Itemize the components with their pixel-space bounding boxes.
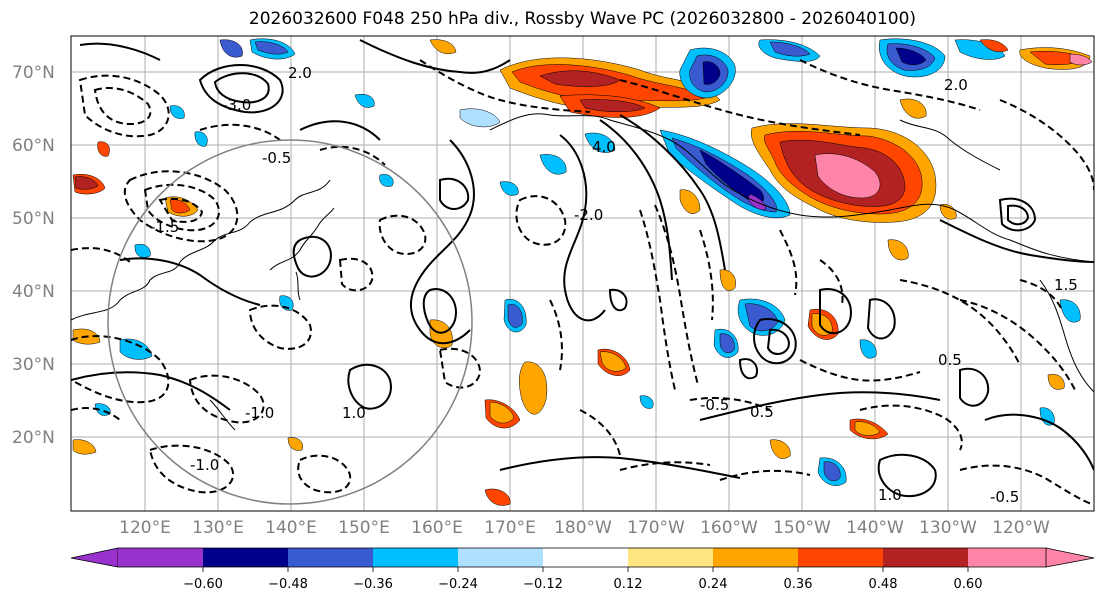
contour-label: -1.0 [190,456,219,474]
colorbar-tick-label: −0.24 [438,577,478,592]
map-frame [70,35,1095,512]
map-title: 2026032600 F048 250 hPa div., Rossby Wav… [248,9,917,29]
contour-label: -3.0 [222,96,251,114]
colorbar-bin [883,548,968,567]
contour-label: 2.0 [944,76,968,94]
contour-label: 1.5 [1054,276,1078,294]
colorbar-bin [798,548,883,567]
lat-label: 70°N [12,63,55,83]
colorbar-tick-label: −0.48 [268,577,308,592]
lon-label: 160°E [411,518,463,538]
colorbar-outline [118,547,1046,568]
contour-labels: -3.0 2.0 -0.5 0.5 -1.0 1.0 -1.5 1.5 4.0 … [150,64,1078,506]
contour-label: 2.0 [288,64,312,82]
colorbar-bin [288,548,373,567]
colorbar-tick-label: 0.36 [784,577,813,592]
lat-axis: 70°N 60°N 50°N 40°N 30°N 20°N [12,63,55,448]
contour-label: 1.0 [878,486,902,504]
contour-label: -0.5 [700,396,729,414]
negative-contours [71,59,1094,506]
lon-label: 120°W [992,518,1050,538]
colorbar-high-extend [1045,547,1095,568]
contour-label: -1.0 [245,404,274,422]
contour-label: 4.0 [592,138,616,156]
colorbar-bin [713,548,798,567]
contour-label: 1.0 [342,404,366,422]
colorbar-bin [628,548,713,567]
colorbar-tick-label: 0.60 [954,577,983,592]
contour-label: 0.5 [938,351,962,369]
lat-label: 40°N [12,282,55,302]
lat-label: 30°N [12,355,55,375]
colorbar-bin [968,548,1046,567]
lon-label: 180°W [554,518,612,538]
colorbar-low-extend [70,547,119,568]
lon-label: 150°E [338,518,390,538]
coastlines [71,113,1094,431]
contour-label: -2.0 [574,206,603,224]
lon-label: 130°W [919,518,977,538]
colorbar-tick-label: −0.12 [523,577,563,592]
lon-label: 170°W [627,518,685,538]
colorbar-bin [458,548,543,567]
colorbar-bin [118,548,203,567]
contour-label: -1.5 [150,218,179,236]
lon-label: 120°E [119,518,171,538]
lon-label: 160°W [700,518,758,538]
lat-label: 20°N [12,428,55,448]
colorbar: −0.60 −0.48 −0.36 −0.24 −0.12 0.12 0.24 … [70,547,1095,592]
region-circle [107,139,473,505]
colorbar-bin [203,548,288,567]
divergence-shading [72,38,1093,506]
colorbar-tick-label: 0.12 [614,577,643,592]
contour-label: -0.5 [262,149,291,167]
lon-label: 140°E [265,518,317,538]
colorbar-tick-label: −0.36 [353,577,393,592]
contour-label: 0.5 [750,403,774,421]
positive-contours [71,39,1094,498]
colorbar-bin [543,548,628,567]
lon-label: 130°E [192,518,244,538]
contour-label: -0.5 [990,488,1019,506]
lon-label: 170°E [484,518,536,538]
lat-label: 60°N [12,136,55,156]
lat-label: 50°N [12,209,55,229]
colorbar-tick-label: 0.24 [699,577,728,592]
lon-label: 140°W [846,518,904,538]
colorbar-bin [373,548,458,567]
colorbar-tick-label: −0.60 [183,577,223,592]
lon-axis: 120°E 130°E 140°E 150°E 160°E 170°E 180°… [119,518,1050,538]
colorbar-tick-label: 0.48 [869,577,898,592]
lon-label: 150°W [773,518,831,538]
